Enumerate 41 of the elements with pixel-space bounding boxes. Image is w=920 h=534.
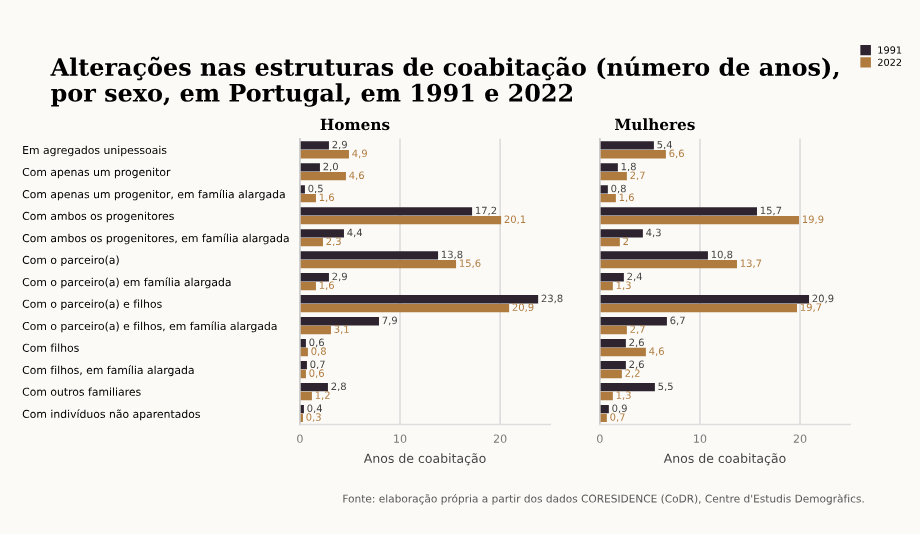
bar bbox=[599, 251, 708, 260]
bar bbox=[599, 185, 608, 194]
bar bbox=[299, 281, 316, 291]
chart-title: Alterações nas estruturas de coabitação (número de anos), por sexo, em Portugal, em 1991 e 2022 bbox=[50, 56, 839, 107]
bar bbox=[599, 339, 626, 348]
bar bbox=[599, 163, 618, 172]
bar bbox=[299, 141, 329, 150]
bar bbox=[599, 317, 667, 326]
bar bbox=[599, 207, 757, 216]
bar bbox=[599, 229, 643, 238]
bar bbox=[599, 150, 666, 159]
bar bbox=[599, 237, 620, 247]
bar bbox=[599, 141, 654, 150]
bar bbox=[599, 295, 810, 304]
bar bbox=[299, 163, 320, 172]
bar bbox=[299, 229, 344, 238]
bar bbox=[299, 251, 439, 260]
bar bbox=[599, 383, 655, 392]
bar bbox=[299, 172, 346, 181]
bar bbox=[599, 194, 616, 203]
bar bbox=[299, 207, 473, 216]
bar bbox=[599, 325, 627, 335]
bar bbox=[299, 303, 510, 313]
bar bbox=[599, 273, 624, 282]
bar bbox=[599, 369, 622, 379]
bar bbox=[299, 215, 502, 225]
bar bbox=[299, 383, 328, 392]
bar bbox=[299, 194, 316, 203]
bar bbox=[599, 172, 627, 181]
bar bbox=[299, 273, 329, 282]
bar bbox=[299, 150, 349, 159]
bar bbox=[599, 259, 737, 269]
bar bbox=[599, 215, 800, 225]
bar bbox=[299, 295, 539, 304]
bar bbox=[299, 237, 323, 247]
bar bbox=[299, 317, 379, 326]
bar bbox=[599, 303, 798, 313]
bar bbox=[299, 259, 457, 269]
bar bbox=[599, 361, 626, 370]
bar bbox=[599, 347, 646, 357]
bar bbox=[299, 325, 331, 335]
